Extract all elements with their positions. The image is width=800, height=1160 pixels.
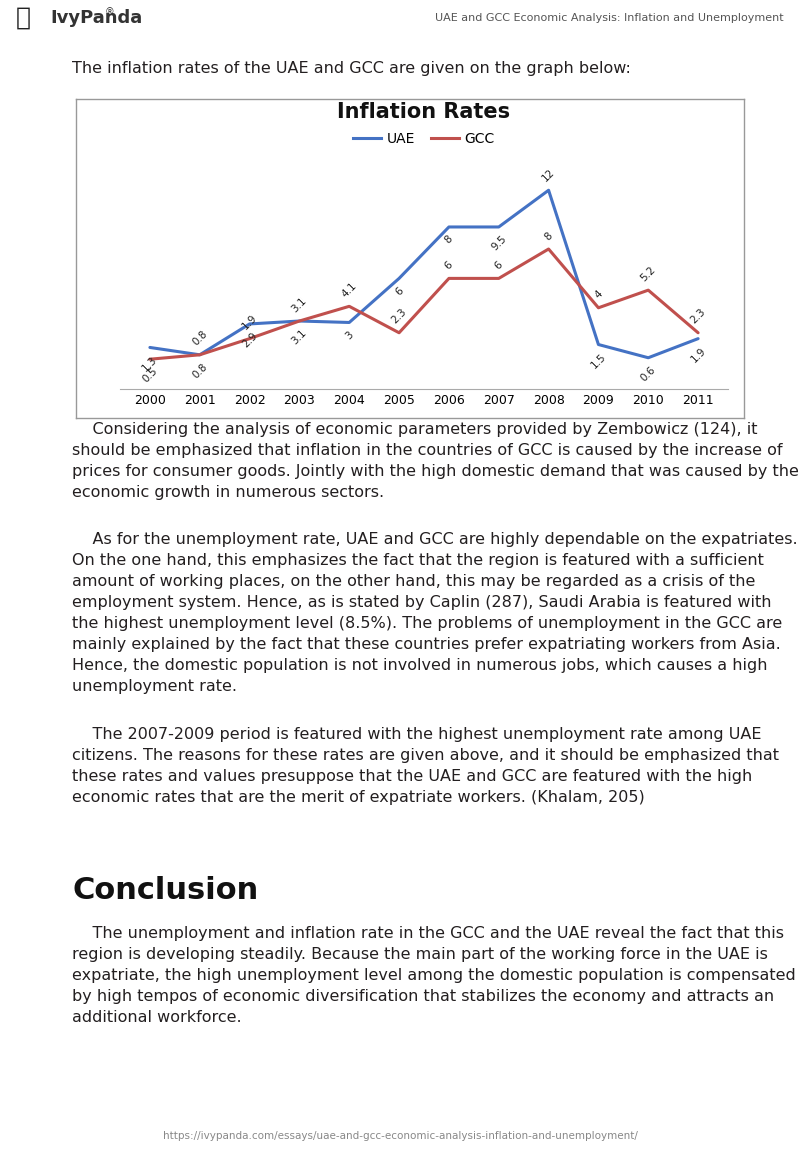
Text: 0.5: 0.5	[141, 367, 159, 385]
Text: 6: 6	[493, 260, 505, 271]
Text: 12: 12	[540, 167, 557, 183]
Text: 2.3: 2.3	[390, 307, 409, 326]
Text: 3: 3	[343, 329, 355, 341]
Text: 6: 6	[394, 285, 405, 297]
Text: 2.3: 2.3	[689, 307, 707, 326]
Legend: UAE, GCC: UAE, GCC	[347, 126, 501, 152]
Text: 3.1: 3.1	[290, 328, 309, 347]
Text: The unemployment and inflation rate in the GCC and the UAE reveal the fact that : The unemployment and inflation rate in t…	[72, 926, 796, 1024]
Text: 6: 6	[443, 260, 454, 271]
Text: As for the unemployment rate, UAE and GCC are highly dependable on the expatriat: As for the unemployment rate, UAE and GC…	[72, 532, 798, 695]
Text: 1.9: 1.9	[240, 313, 259, 332]
Text: https://ivypanda.com/essays/uae-and-gcc-economic-analysis-inflation-and-unemploy: https://ivypanda.com/essays/uae-and-gcc-…	[162, 1131, 638, 1141]
Text: 0.6: 0.6	[639, 364, 658, 384]
Text: 4.1: 4.1	[340, 281, 358, 299]
Text: UAE and GCC Economic Analysis: Inflation and Unemployment: UAE and GCC Economic Analysis: Inflation…	[435, 13, 784, 23]
Text: 1.3: 1.3	[141, 355, 159, 374]
Text: 9.5: 9.5	[490, 234, 508, 253]
Text: 3.1: 3.1	[290, 296, 309, 314]
Text: Conclusion: Conclusion	[72, 876, 258, 905]
Text: 4: 4	[593, 289, 604, 300]
Text: ®: ®	[104, 7, 114, 17]
Text: IvyPanda: IvyPanda	[50, 9, 142, 27]
Text: The 2007-2009 period is featured with the highest unemployment rate among UAE ci: The 2007-2009 period is featured with th…	[72, 727, 779, 805]
Text: 0.8: 0.8	[190, 362, 209, 380]
Text: 2.9: 2.9	[240, 331, 259, 349]
Text: 8: 8	[443, 234, 454, 246]
Text: 🎓: 🎓	[16, 6, 31, 30]
Title: Inflation Rates: Inflation Rates	[338, 102, 510, 122]
Text: Considering the analysis of economic parameters provided by Zembowicz (124), it : Considering the analysis of economic par…	[72, 422, 799, 500]
Text: 1.9: 1.9	[689, 346, 707, 364]
Text: 8: 8	[542, 231, 554, 242]
Text: 5.2: 5.2	[639, 264, 658, 283]
Text: The inflation rates of the UAE and GCC are given on the graph below:: The inflation rates of the UAE and GCC a…	[72, 61, 631, 75]
Text: 1.5: 1.5	[589, 351, 608, 370]
Text: 0.8: 0.8	[190, 329, 209, 348]
